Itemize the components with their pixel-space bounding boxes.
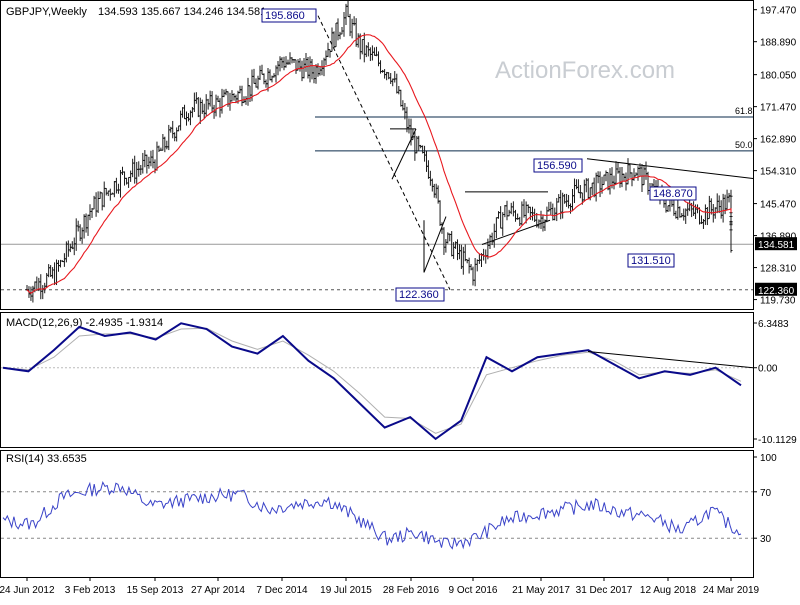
price-tick-label: 171.470	[760, 103, 797, 114]
current-price-tag	[755, 237, 797, 251]
macd-signal-line	[2, 327, 742, 434]
price-tick-label: 154.310	[760, 167, 797, 178]
x-tick-label: 21 May 2017	[512, 585, 570, 596]
price-tick-label: 145.470	[760, 200, 797, 211]
price-lines	[26, 34, 732, 294]
rsi-tick-label: 30	[760, 534, 772, 545]
macd-panel: 6.3483 0.00 -10.1129	[1, 319, 797, 446]
price-overlays: 61.8 50.0 122.360 134.581	[1, 15, 797, 297]
trend-line	[391, 128, 417, 180]
x-tick-label: 31 Dec 2017	[576, 585, 633, 596]
price-annotation-label: 122.360	[399, 289, 439, 301]
x-tick-label: 28 Feb 2016	[383, 585, 440, 596]
price-annotation-box	[261, 8, 317, 23]
price-tick-label: 162.890	[760, 135, 797, 146]
price-labels: 195.860 122.360 156.590 148.870 131.510	[261, 8, 697, 302]
rsi-header: RSI(14) 33.6535	[6, 453, 87, 465]
macd-trend-line	[587, 351, 754, 369]
trend-line	[317, 15, 451, 290]
price-annotation-box	[649, 186, 697, 201]
macd-tick-label: -10.1129	[758, 435, 797, 446]
price-ohlc: 134.593 135.667 134.246 134.581	[98, 6, 266, 18]
x-tick-label: 9 Oct 2016	[449, 585, 498, 596]
price-annotation-label: 148.870	[653, 188, 693, 200]
macd-main-line	[2, 322, 742, 441]
price-annotation-label: 131.510	[631, 255, 671, 267]
x-tick-label: 3 Feb 2013	[65, 585, 116, 596]
x-tick-label: 7 Dec 2014	[256, 585, 308, 596]
rsi-panel-frame	[0, 450, 754, 578]
price-panel-frame	[0, 0, 754, 310]
price-tick-label: 119.730	[760, 296, 796, 307]
price-header: GBPJPY,Weekly	[6, 6, 87, 18]
watermark: ActionForex.com	[495, 57, 675, 84]
price-annotation-box	[627, 253, 675, 268]
price-tick-label: 180.050	[760, 71, 797, 82]
macd-tick-label: 0.00	[758, 364, 778, 375]
x-tick-label: 27 Apr 2014	[191, 585, 245, 596]
price-tick-label: 197.470	[760, 6, 797, 17]
rsi-tick-label: 100	[760, 453, 777, 464]
macd-header: MACD(12,26,9) -2.4935 -1.9314	[6, 317, 163, 329]
fib-level-label: 50.0	[735, 140, 753, 150]
current-price-label: 134.581	[758, 240, 795, 251]
rsi-panel: 100 70 30	[1, 453, 777, 550]
x-tick-label: 24 Mar 2019	[703, 585, 760, 596]
support-price-label: 122.360	[758, 286, 795, 297]
price-annotation-box	[395, 287, 445, 302]
price-tick-label: 188.890	[760, 38, 797, 49]
macd-panel-frame	[0, 312, 754, 448]
x-tick-label: 19 Jul 2015	[320, 585, 372, 596]
x-axis: 24 Jun 2012 3 Feb 2013 15 Sep 2013 27 Apr 2…	[0, 577, 760, 596]
price-annotation-box	[533, 158, 583, 173]
price-annotation-label: 156.590	[537, 160, 577, 172]
macd-tick-label: 6.3483	[758, 319, 789, 330]
rsi-line	[2, 480, 742, 550]
price-tick-label: 128.310	[760, 264, 797, 275]
x-tick-label: 15 Sep 2013	[127, 585, 184, 596]
price-annotation-label: 195.860	[265, 10, 305, 22]
x-tick-label: 12 Aug 2018	[640, 585, 697, 596]
moving-average-line	[26, 34, 732, 294]
x-tick-label: 24 Jun 2012	[0, 585, 55, 596]
trend-line	[586, 158, 754, 179]
price-tick-label: 136.890	[760, 232, 797, 243]
price-axis: 197.470 188.890 180.050 171.470 162.890 154.3…	[753, 6, 797, 307]
rsi-tick-label: 70	[760, 488, 772, 499]
fib-level-label: 61.8	[735, 106, 753, 116]
price-bars	[25, 0, 733, 303]
support-price-tag	[755, 282, 797, 296]
